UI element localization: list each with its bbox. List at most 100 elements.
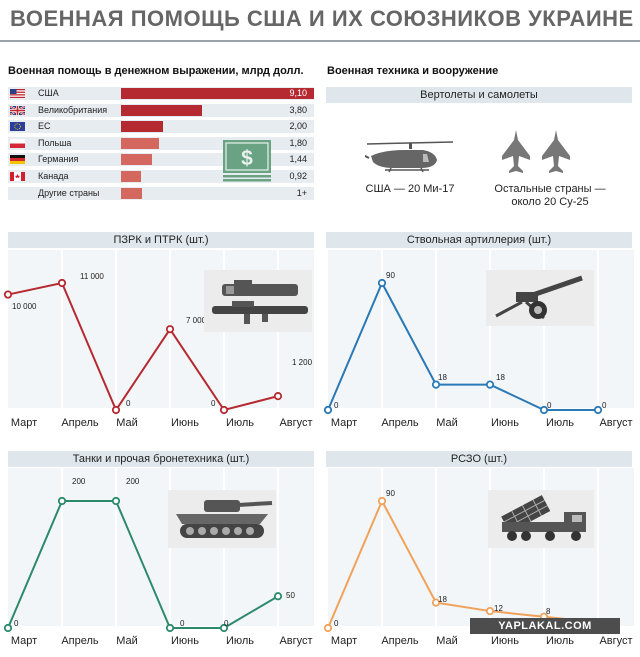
x-tick-label: Август — [279, 635, 312, 647]
eu-flag-icon — [10, 122, 25, 132]
data-point — [57, 278, 67, 288]
data-label: 18 — [496, 373, 505, 382]
x-tick-label: Апрель — [381, 635, 419, 647]
manpads-icon-box — [204, 270, 312, 332]
x-tick-label: Апрель — [381, 417, 419, 429]
equipment-section-header: Военная техника и вооружение — [327, 65, 499, 77]
money-bar — [121, 171, 141, 182]
data-label: 0 — [602, 401, 607, 410]
data-label: 0 — [224, 619, 229, 628]
series-line — [327, 280, 598, 411]
data-label: 0 — [547, 401, 552, 410]
data-point — [165, 623, 175, 633]
x-tick-label: Июль — [226, 417, 254, 429]
series-line — [7, 281, 279, 413]
rocket-launcher-truck-icon — [501, 495, 586, 541]
money-bar — [121, 154, 152, 166]
others-aircraft-line1: Остальные страны — — [494, 183, 606, 195]
data-label: 50 — [286, 591, 295, 600]
money-row: Великобритания 3,80 — [8, 103, 314, 117]
x-tick-label: Июнь — [171, 635, 199, 647]
money-icon: $ — [223, 140, 271, 182]
data-point — [431, 380, 441, 389]
title-divider — [0, 40, 640, 42]
country-name: ЕС — [38, 121, 51, 132]
data-label: 11 000 — [80, 272, 104, 281]
data-label: 90 — [386, 489, 395, 498]
x-tick-label: Апрель — [61, 417, 99, 429]
money-value: 9,10 — [289, 88, 307, 98]
x-tick-label: Июнь — [491, 635, 519, 647]
mlrs-panel-header: РСЗО (шт.) — [326, 451, 632, 467]
country-name: Германия — [38, 154, 79, 165]
money-value: 2,00 — [289, 121, 307, 132]
country-name: Другие страны — [38, 187, 100, 198]
tank-icon — [176, 500, 273, 538]
data-label: 12 — [494, 604, 503, 613]
data-point — [431, 598, 441, 607]
watermark: YAPLAKAL.COM — [470, 618, 620, 634]
data-point — [111, 496, 121, 506]
money-section-header: Военная помощь в денежном выражении, млр… — [8, 65, 304, 77]
money-row: Другие страны 1+ — [8, 186, 314, 200]
x-tick-label: Май — [116, 635, 138, 647]
x-tick-label: Апрель — [61, 635, 99, 647]
x-tick-label: Июль — [546, 417, 574, 429]
us-flag-icon — [10, 89, 25, 98]
data-label: 200 — [126, 477, 140, 486]
others-aircraft-caption: Остальные страны — около 20 Су-25 — [485, 183, 615, 209]
money-bar — [121, 137, 160, 149]
data-point — [539, 405, 549, 415]
germany-flag-icon — [10, 155, 25, 165]
data-point — [219, 623, 229, 633]
data-point — [111, 405, 121, 415]
data-point — [3, 623, 13, 633]
data-label: 18 — [438, 373, 447, 382]
money-bar — [121, 104, 202, 116]
series-line — [7, 500, 279, 629]
money-bar — [121, 187, 143, 199]
data-label: 0 — [334, 401, 339, 410]
data-label: 1 200 — [292, 358, 313, 367]
money-bar — [121, 121, 164, 133]
others-aircraft-line2: около 20 Су-25 — [511, 196, 589, 208]
x-tick-label: Май — [436, 417, 458, 429]
data-point — [485, 606, 495, 616]
artillery-line-chart: 0 Март 90 Апрель 18 Май 18 Июнь 0 Июль 0 Август — [323, 250, 634, 429]
svg-text:$: $ — [241, 147, 253, 170]
x-tick-label: Март — [331, 417, 357, 429]
data-point — [485, 380, 495, 389]
country-name: Великобритания — [38, 104, 108, 115]
x-tick-label: Июнь — [491, 417, 519, 429]
page-title: ВОЕННАЯ ПОМОЩЬ США И ИХ СОЮЗНИКОВ УКРАИН… — [10, 6, 634, 31]
data-label: 0 — [14, 619, 19, 628]
data-label: 7 000 — [186, 316, 207, 325]
data-point — [57, 496, 67, 506]
data-label: 0 — [334, 619, 339, 628]
x-tick-label: Июль — [226, 635, 254, 647]
data-label: 18 — [438, 595, 447, 604]
fighter-jets-icon — [502, 130, 570, 173]
data-label: 10 000 — [12, 302, 37, 311]
missile-launcher-icon — [212, 280, 308, 324]
x-tick-label: Июль — [546, 635, 574, 647]
mlrs-icon-box — [488, 490, 594, 548]
x-tick-label: Март — [11, 635, 37, 647]
data-point — [323, 623, 333, 633]
money-row: США 9,10 — [8, 87, 314, 100]
tank-icon-box — [168, 490, 276, 548]
data-point — [377, 496, 387, 506]
data-point — [377, 278, 387, 288]
data-point — [273, 592, 283, 601]
money-value: 3,80 — [289, 104, 307, 115]
data-point — [323, 405, 333, 415]
data-point — [593, 405, 603, 415]
helicopter-icon — [365, 141, 454, 173]
data-label: 200 — [72, 477, 86, 486]
x-tick-label: Март — [11, 417, 37, 429]
series-line — [327, 498, 599, 629]
data-point — [3, 290, 13, 299]
data-point — [273, 392, 283, 401]
data-label: 0 — [211, 399, 216, 408]
x-tick-label: Март — [331, 635, 357, 647]
